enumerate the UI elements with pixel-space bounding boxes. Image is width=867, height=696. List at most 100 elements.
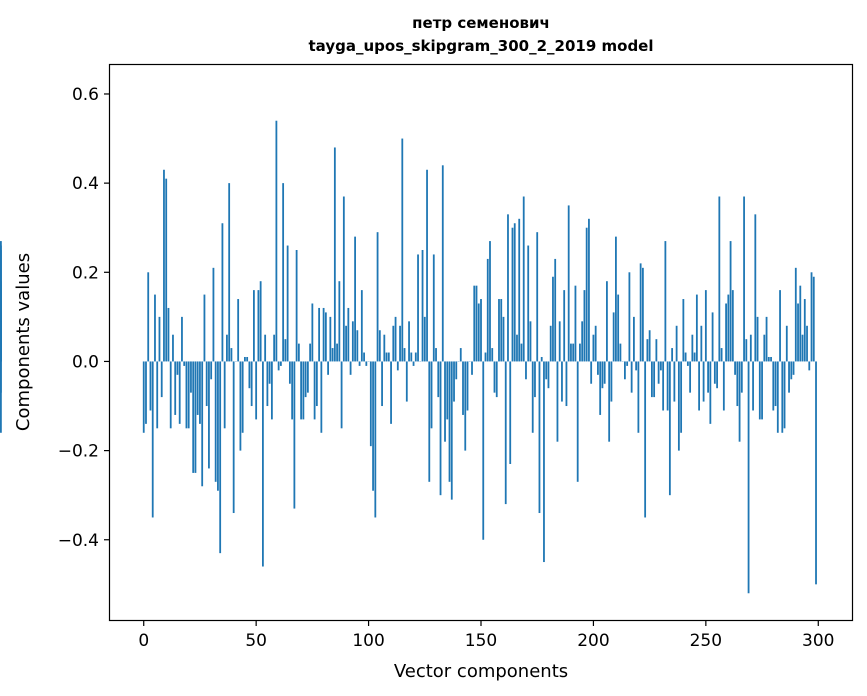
bar (446, 361, 449, 420)
bar (259, 281, 262, 362)
bar (190, 361, 192, 393)
bar (572, 343, 575, 362)
bar (563, 290, 566, 362)
bar (394, 316, 397, 362)
bar (313, 361, 316, 420)
bar (473, 285, 476, 362)
x-tick-label: 200 (577, 631, 609, 651)
bar (345, 325, 347, 362)
bar (0, 361, 2, 393)
chart-title: петр семенович (412, 14, 550, 32)
y-tick-label: 0.6 (72, 85, 99, 105)
bar (347, 307, 350, 362)
x-tick-label: 50 (245, 631, 267, 651)
bar (536, 232, 539, 362)
bar (783, 361, 786, 429)
bar (149, 361, 152, 411)
bar (372, 361, 374, 491)
y-tick-label: 0.2 (72, 263, 99, 283)
bar (711, 312, 714, 362)
bar (588, 218, 590, 362)
bar (745, 339, 748, 362)
bar (360, 290, 363, 362)
bar (273, 334, 276, 362)
bar (734, 361, 736, 375)
bar (480, 299, 482, 362)
bar (165, 178, 168, 362)
bar (633, 316, 635, 362)
x-tick-label: 100 (352, 631, 384, 651)
bar (295, 250, 298, 362)
bar (320, 361, 323, 433)
bar (576, 361, 579, 482)
bar (552, 276, 554, 362)
bar (738, 361, 741, 442)
bar (761, 361, 763, 420)
bar (498, 299, 500, 362)
bar (525, 361, 527, 380)
bar (740, 361, 743, 393)
bar (691, 334, 694, 362)
bar (673, 361, 676, 402)
bar (727, 294, 730, 362)
bar (713, 361, 716, 384)
bar (657, 361, 660, 384)
bar (246, 356, 249, 362)
bar (392, 325, 395, 362)
bar (756, 316, 759, 362)
bar (208, 361, 210, 469)
bar (655, 339, 658, 362)
bar (288, 361, 291, 384)
bar (794, 267, 797, 362)
bar (486, 258, 489, 362)
bar (147, 272, 150, 362)
bar (561, 361, 563, 402)
bar (574, 285, 577, 362)
x-axis-label: Vector components (394, 661, 568, 682)
y-axis-label: Components values (13, 253, 34, 431)
bar (594, 325, 597, 362)
bar (354, 236, 356, 362)
bar (495, 361, 498, 398)
bar (698, 361, 700, 411)
bar (648, 330, 651, 362)
y-tick-label: 0.4 (72, 174, 99, 194)
bar (365, 361, 368, 366)
bar (385, 352, 388, 362)
bar (187, 361, 190, 429)
bar (781, 361, 784, 433)
bar (239, 361, 242, 451)
bar (322, 307, 325, 362)
bar (340, 361, 343, 429)
bar (275, 120, 278, 362)
bar (815, 361, 817, 585)
bar (300, 361, 303, 420)
bar (217, 361, 219, 491)
bar (309, 343, 312, 362)
bars-group (0, 120, 817, 594)
bar (581, 321, 584, 362)
bar (232, 361, 235, 514)
bar (801, 334, 804, 362)
bar (599, 361, 602, 415)
bar (767, 356, 770, 362)
bar (570, 343, 572, 362)
bar (194, 361, 197, 473)
bar (264, 334, 267, 362)
bar (680, 361, 683, 433)
bar (567, 205, 570, 362)
bar (736, 361, 739, 407)
bar (617, 294, 620, 362)
bar (329, 316, 332, 362)
bar (387, 352, 390, 362)
bar (383, 334, 386, 362)
bar (538, 361, 541, 514)
bar (167, 307, 170, 362)
bar (754, 214, 757, 362)
bar (437, 361, 440, 398)
bar (214, 361, 217, 482)
bar (610, 361, 613, 402)
bar (650, 361, 653, 398)
bar (693, 352, 696, 362)
bar (700, 325, 703, 362)
